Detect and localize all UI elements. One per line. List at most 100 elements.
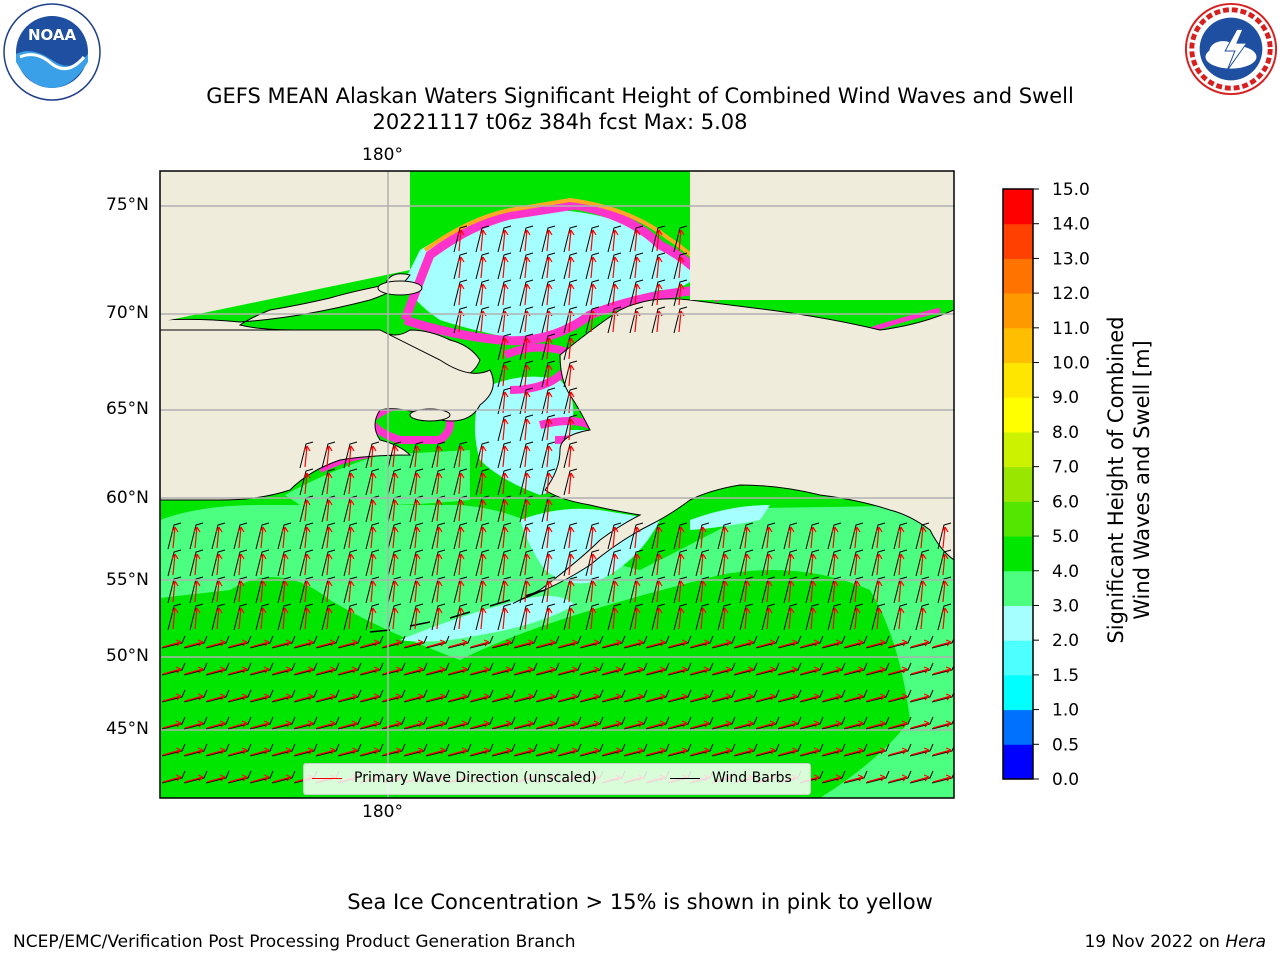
wind-barb: [601, 716, 626, 730]
wind-barb: [321, 603, 336, 631]
wind-barb: [233, 522, 248, 550]
colorbar-segment: [1003, 397, 1033, 433]
wave-direction-arrow: [580, 747, 600, 756]
wave-direction-arrow: [404, 639, 424, 648]
wind-barb: [733, 635, 758, 649]
wave-direction-arrow: [888, 666, 908, 675]
wave-direction-arrow: [171, 553, 179, 576]
wave-direction-arrow: [866, 639, 886, 648]
wave-direction-arrow: [325, 472, 333, 495]
legend-wave-swatch: [312, 777, 342, 779]
wave-direction-arrow: [545, 364, 553, 387]
wind-barb: [887, 716, 912, 730]
wind-barb: [865, 716, 890, 730]
wave-direction-arrow: [844, 747, 864, 756]
colorbar-segment: [1003, 501, 1033, 537]
wave-direction-arrow: [294, 720, 314, 729]
wind-barb: [475, 225, 490, 253]
wave-direction-arrow: [162, 666, 182, 675]
wave-direction-arrow: [448, 720, 468, 729]
wind-barb: [579, 743, 604, 757]
wave-direction-arrow: [171, 580, 179, 603]
wind-barb: [805, 549, 820, 577]
wave-direction-arrow: [633, 607, 641, 630]
wind-barb: [519, 225, 534, 253]
colorbar-label-line1: Significant Height of Combined: [1104, 316, 1128, 643]
wind-barb: [359, 635, 384, 649]
wave-direction-arrow: [765, 607, 773, 630]
wave-direction-arrow: [303, 553, 311, 576]
wind-barb: [409, 441, 424, 469]
wind-barb: [497, 279, 512, 307]
wave-direction-arrow: [272, 639, 292, 648]
wave-direction-arrow: [611, 553, 619, 576]
colorbar-tick-label: 7.0: [1052, 458, 1079, 478]
wave-direction-arrow: [492, 639, 512, 648]
wind-barb: [519, 387, 534, 415]
wind-barb: [271, 716, 296, 730]
wave-direction-arrow: [470, 639, 490, 648]
wave-direction-arrow: [831, 580, 839, 603]
wind-barb: [497, 306, 512, 334]
wave-direction-arrow: [272, 666, 292, 675]
wave-direction-arrow: [382, 693, 402, 702]
wave-direction-arrow: [162, 720, 182, 729]
wave-direction-arrow: [360, 747, 380, 756]
wave-direction-arrow: [492, 693, 512, 702]
wave-direction-arrow: [567, 607, 575, 630]
wind-barb: [585, 603, 600, 631]
wind-barb: [447, 662, 472, 676]
wind-barb: [667, 635, 692, 649]
wave-direction-arrow: [413, 445, 421, 468]
wind-barb: [909, 689, 934, 703]
wind-barb: [915, 549, 930, 577]
wave-direction-arrow: [347, 580, 355, 603]
wave-direction-arrow: [875, 553, 883, 576]
wind-barb: [761, 576, 776, 604]
wind-barb: [447, 635, 472, 649]
wave-direction-arrow: [294, 693, 314, 702]
wave-direction-arrow: [523, 607, 531, 630]
wave-direction-arrow: [743, 607, 751, 630]
wind-barb: [887, 689, 912, 703]
wind-barb: [865, 635, 890, 649]
wind-barb: [893, 522, 908, 550]
wave-direction-arrow: [809, 580, 817, 603]
wind-barb: [805, 603, 820, 631]
colorbar-tick-label: 5.0: [1052, 527, 1079, 547]
wave-direction-arrow: [589, 256, 597, 279]
wave-direction-arrow: [800, 720, 820, 729]
wind-barb: [673, 306, 688, 334]
wave-direction-arrow: [624, 720, 644, 729]
colorbar-tick-label: 0.5: [1052, 735, 1079, 755]
wave-direction-arrow: [435, 472, 443, 495]
wind-barb: [645, 662, 670, 676]
wind-barb: [513, 662, 538, 676]
wave-direction-arrow: [756, 693, 776, 702]
wind-barb: [799, 716, 824, 730]
wave-direction-arrow: [712, 639, 732, 648]
wave-direction-arrow: [501, 580, 509, 603]
wind-barb: [711, 716, 736, 730]
wind-barb: [519, 306, 534, 334]
wave-direction-arrow: [699, 607, 707, 630]
wave-direction-arrow: [347, 607, 355, 630]
wind-barb: [541, 414, 556, 442]
wind-barb: [403, 716, 428, 730]
wind-barb: [425, 743, 450, 757]
wind-barb: [271, 743, 296, 757]
wind-barb: [645, 716, 670, 730]
legend-wave-entry: Primary Wave Direction (unscaled): [312, 770, 597, 786]
wind-barb: [343, 468, 358, 496]
wind-barb: [497, 522, 512, 550]
wind-barb: [491, 716, 516, 730]
wind-barb: [337, 716, 362, 730]
wave-direction-arrow: [866, 693, 886, 702]
wind-barb: [189, 603, 204, 631]
wind-barb: [211, 549, 226, 577]
wind-barb: [645, 743, 670, 757]
wave-direction-arrow: [822, 720, 842, 729]
wave-direction-arrow: [338, 747, 358, 756]
wave-direction-arrow: [646, 639, 666, 648]
wave-direction-arrow: [382, 666, 402, 675]
